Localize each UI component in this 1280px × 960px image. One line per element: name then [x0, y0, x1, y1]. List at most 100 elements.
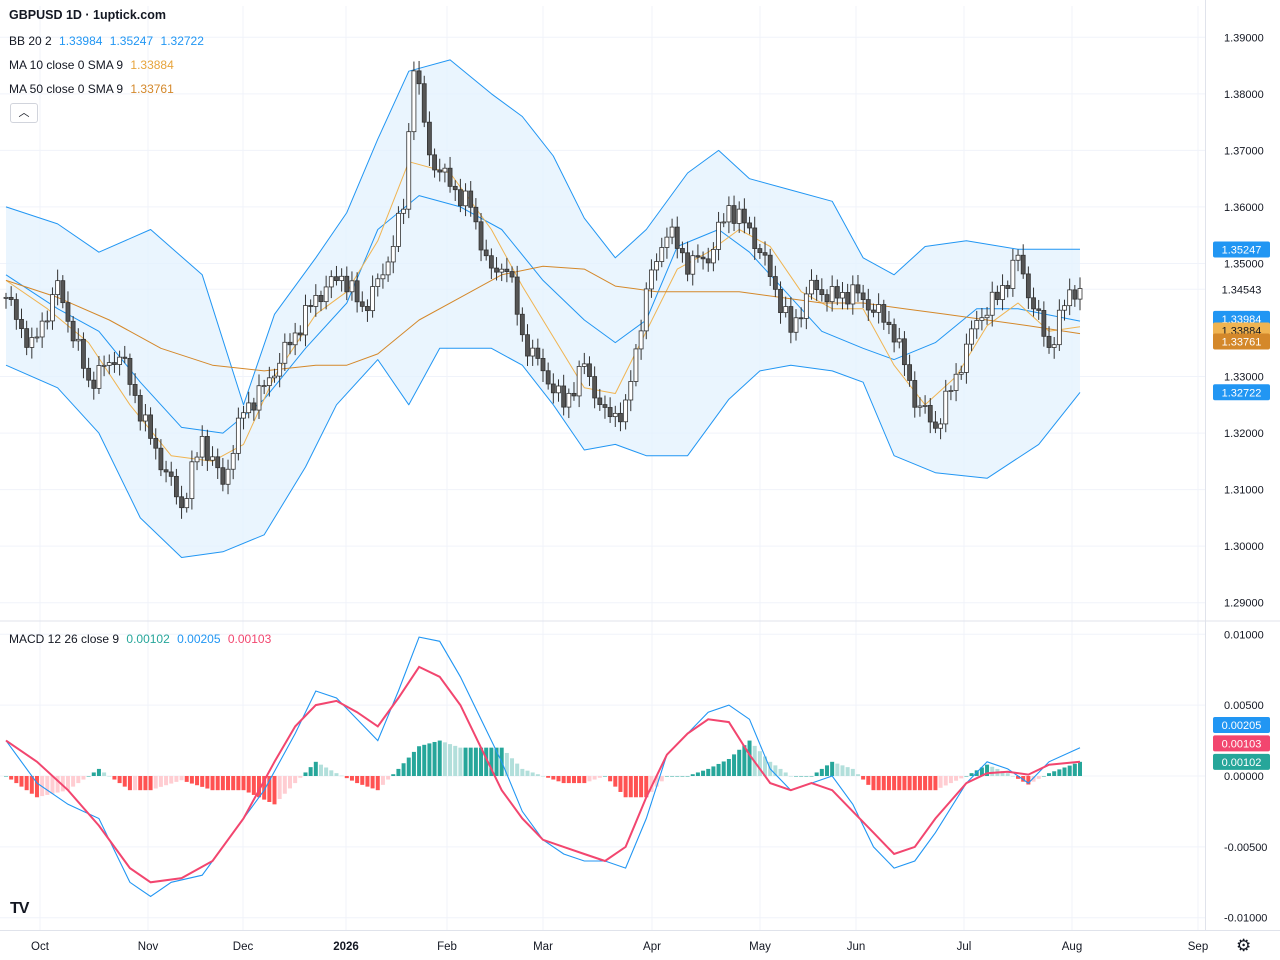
macd-histogram-bar [814, 772, 819, 776]
candle-body [225, 468, 231, 485]
macd-histogram-bar [773, 765, 778, 776]
macd-histogram-bar [1072, 763, 1077, 776]
candle-body [308, 305, 314, 307]
macd-histogram-bar [577, 776, 582, 784]
candle-body [1067, 289, 1073, 307]
candle-body [427, 121, 432, 156]
macd-histogram-bar [535, 774, 540, 776]
candle-body [876, 304, 882, 313]
candle-body [29, 337, 35, 348]
candle-body [514, 276, 520, 315]
collapse-legend-button[interactable]: ︿ [10, 103, 38, 123]
macd-histogram-bar [117, 776, 122, 784]
price-tick-label: 1.35000 [1224, 258, 1264, 270]
candle-body [891, 324, 897, 343]
time-tick-label: Dec [233, 941, 254, 953]
macd-histogram-bar [876, 776, 881, 791]
candle-body [452, 185, 458, 191]
macd-histogram-bar [1000, 771, 1005, 776]
candle-body [907, 364, 913, 381]
macd-histogram-bar [96, 768, 101, 776]
candle-body [519, 313, 525, 336]
candle-body [767, 254, 773, 277]
macd-histogram-bar [86, 776, 91, 777]
candle-body [602, 404, 608, 408]
ma10-label: MA 10 close 0 SMA 9 [9, 58, 124, 72]
time-tick-label: Sep [1188, 941, 1208, 953]
macd-histogram-bar [34, 776, 39, 798]
macd-histogram-bar [902, 776, 907, 791]
candle-body [612, 412, 618, 418]
gear-icon[interactable]: ⚙ [1236, 936, 1252, 955]
signal-value-tag: 0.00103 [1222, 738, 1262, 750]
macd-histogram-bar [313, 761, 318, 776]
candle-body [581, 363, 587, 367]
macd-histogram-bar [794, 776, 799, 777]
macd-histogram-bar [556, 776, 561, 782]
bb-lower-line [5, 347, 1081, 558]
macd-histogram-bar [324, 767, 329, 776]
candle-body [979, 317, 985, 321]
candle-body [303, 305, 308, 336]
macd-histogram-bar [329, 770, 334, 776]
candle-body [112, 362, 117, 365]
macd-tick-label: 0.00000 [1224, 771, 1264, 783]
macd-histogram-bar [664, 776, 669, 777]
macd-histogram-bar [1021, 776, 1026, 782]
macd-histogram-bar [401, 763, 406, 776]
bb-legend: BB 20 2 1.33984 1.35247 1.32722 [9, 34, 208, 48]
macd-histogram-bar [1005, 773, 1010, 776]
ma10-value: 1.33884 [130, 58, 174, 72]
macd-histogram-bar [29, 776, 34, 794]
candle-body [1020, 254, 1026, 275]
candle-body [251, 402, 257, 411]
candle-body [607, 407, 613, 418]
macd-histogram-bar [148, 776, 153, 791]
candle-body [731, 205, 737, 224]
macd-histogram-bar [917, 776, 922, 791]
macd-histogram-bar [298, 776, 303, 778]
candle-body [494, 267, 499, 273]
macd-histogram-bar [1047, 773, 1052, 776]
macd-histogram-bar [226, 776, 231, 791]
macd-histogram-bar [938, 776, 943, 788]
candle-body [819, 289, 825, 296]
candle-body [60, 280, 66, 304]
candle-body [757, 248, 763, 254]
candle-body [855, 284, 861, 294]
macd-histogram-bar [608, 776, 613, 782]
macd-histogram-bar [375, 776, 380, 791]
macd-histogram-bar [959, 776, 964, 779]
candle-body [127, 357, 133, 385]
candle-body [550, 383, 556, 394]
candle-body [39, 320, 45, 338]
macd-histogram-bar [334, 773, 339, 776]
chart-title: GBPUSD 1D · 1uptick.com [9, 8, 166, 22]
candle-body [628, 381, 634, 401]
candle-body [989, 291, 995, 316]
candle-body [447, 167, 453, 187]
macd-histogram-bar [55, 776, 60, 793]
macd-histogram-bar [189, 776, 194, 784]
ma50-tag-bg [1213, 333, 1270, 350]
macd-histogram-bar [716, 763, 721, 776]
candle-body [19, 319, 24, 330]
macd-tick-label: 0.00500 [1224, 700, 1264, 712]
macd-line-value: 0.00205 [177, 632, 221, 646]
bb-upper-value: 1.35247 [109, 34, 154, 48]
candle-body [132, 384, 138, 396]
last-price-tag-bg [1213, 281, 1270, 298]
macd-histogram-bar [979, 767, 984, 776]
candle-body [199, 436, 205, 458]
candle-body [1010, 259, 1016, 289]
candle-body [473, 206, 479, 223]
macd-histogram-bar [515, 763, 520, 776]
candle-body [266, 377, 272, 386]
macd-histogram-bar [613, 776, 618, 787]
candle-body [328, 276, 334, 288]
tradingview-logo[interactable]: TV [10, 900, 29, 917]
candle-body [509, 271, 515, 278]
macd-histogram-bar [711, 766, 716, 776]
macd-histogram-bar [788, 776, 793, 777]
